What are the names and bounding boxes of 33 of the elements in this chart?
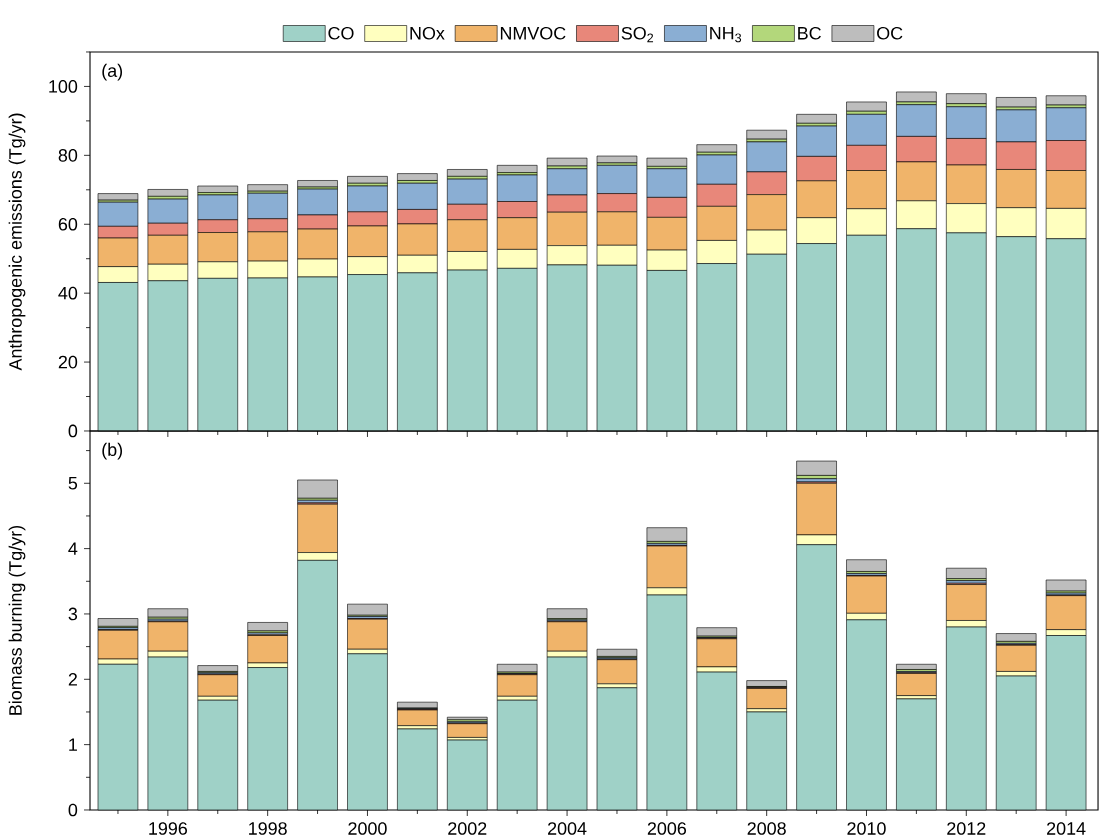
y-tick-label: 60: [58, 217, 78, 231]
x-tick-label: 1996: [149, 822, 188, 835]
y-tick-label: 1: [69, 738, 77, 751]
annotation: (a): [102, 63, 123, 81]
y-axis-title: Anthropogenic emissions (Tg/yr): [8, 113, 26, 371]
x-tick-label: 2004: [548, 822, 587, 835]
y-tick-label: 2: [68, 673, 77, 686]
y-tick-label: 0: [68, 803, 78, 817]
legend-label: CO: [328, 26, 354, 40]
legend-label: OC: [877, 26, 903, 40]
legend-label: BC: [798, 26, 821, 40]
y-tick-label: 0: [68, 424, 78, 438]
annotation: (b): [102, 442, 123, 460]
x-tick-label: 2008: [747, 822, 786, 835]
y-axis-title: Biomass burning (Tg/yr): [8, 525, 26, 715]
y-tick-label: 40: [58, 286, 78, 300]
x-tick-label: 2006: [647, 822, 687, 835]
legend-label: SO$_{2}$: [621, 26, 654, 43]
x-tick-label: 2014: [1047, 822, 1086, 835]
y-tick-label: 5: [68, 477, 78, 490]
y-tick-label: 100: [49, 80, 78, 93]
y-tick-label: 20: [58, 355, 78, 369]
x-tick-label: 1998: [249, 822, 287, 835]
y-tick-label: 4: [68, 542, 78, 555]
y-tick-label: 3: [68, 607, 78, 621]
legend-label: NH$_{3}$: [710, 26, 742, 43]
y-tick-label: 80: [58, 148, 78, 162]
legend-label: NOx: [410, 26, 445, 40]
x-tick-label: 2012: [947, 822, 986, 835]
x-tick-label: 2002: [448, 822, 487, 835]
legend-label: NMVOC: [500, 26, 566, 40]
x-tick-label: 2000: [348, 822, 387, 835]
x-tick-label: 2010: [847, 822, 886, 835]
